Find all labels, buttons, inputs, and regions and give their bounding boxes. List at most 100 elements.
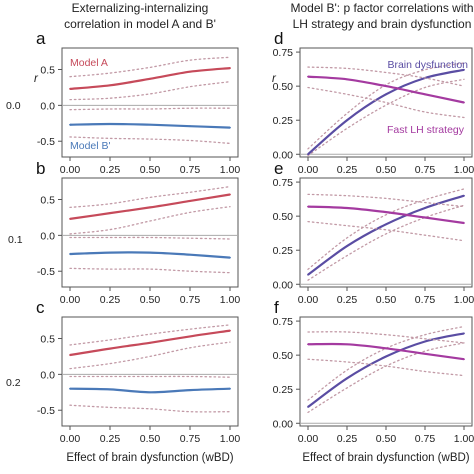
data-point: [385, 93, 387, 96]
data-point: [149, 206, 151, 209]
x-tick-label: 0.75: [415, 433, 436, 445]
data-point: [229, 126, 231, 129]
data-point: [69, 253, 71, 255]
data-point: [149, 251, 151, 254]
data-point: [229, 67, 231, 69]
ci-lower-line: [307, 86, 465, 119]
ci-lower-line: [69, 267, 231, 274]
data-point: [69, 87, 71, 90]
ci-upper-line: [69, 324, 231, 346]
y-tick-label: 0.25: [273, 245, 294, 257]
data-point: [463, 222, 465, 224]
ci-lower-line: [307, 78, 465, 157]
x-axis-label: Effect of brain dysfunction (wBD): [66, 452, 233, 464]
y-tick-label: -0.5: [37, 405, 55, 417]
x-tick-label: 0.25: [100, 294, 121, 306]
ci-upper-line: [307, 62, 465, 150]
x-tick-label: 0.25: [337, 164, 358, 176]
x-tick-label: 0.00: [60, 164, 81, 176]
data-point: [424, 216, 426, 219]
data-point: [463, 332, 465, 335]
y-axis-label: r: [34, 73, 39, 85]
panel-b: 0.5 0.0 -0.5 0.00 0.25 0.50 0.75 1.00 b: [36, 159, 240, 306]
data-point: [69, 217, 71, 220]
data-point: [69, 354, 71, 356]
data-point: [424, 207, 426, 209]
y-tick-label: 0.50: [273, 211, 294, 223]
data-point: [189, 389, 191, 392]
data-point: [463, 101, 465, 104]
x-tick-label: 1.00: [220, 294, 241, 306]
ci-lower-line: [307, 342, 465, 414]
data-point: [189, 70, 191, 73]
x-tick-label: 0.00: [60, 433, 81, 445]
series-label: Brain dysfunction: [387, 59, 468, 71]
y-tick-label: 0.5: [40, 195, 55, 207]
data-point: [149, 77, 151, 80]
x-tick-label: 1.00: [454, 433, 474, 445]
data-point: [424, 340, 426, 343]
data-point: [149, 341, 151, 344]
y-tick-label: 0.00: [273, 279, 294, 291]
data-point: [307, 153, 309, 156]
y-tick-label: 0.50: [273, 81, 294, 93]
data-point: [385, 85, 387, 88]
data-point: [109, 84, 111, 87]
ci-upper-line: [69, 107, 231, 111]
y-tick-label: 0.75: [273, 177, 294, 189]
ci-lower-line: [307, 220, 465, 242]
panel-e: 0.00 0.25 0.50 0.75 0.00 0.25 0.50 0.75 1.00 e: [273, 159, 474, 306]
x-tick-label: 0.25: [100, 433, 121, 445]
data-point: [346, 207, 348, 209]
ci-upper-line: [69, 375, 231, 378]
y-axis-label: r: [272, 73, 277, 85]
data-point: [109, 251, 111, 254]
panel-letter: a: [36, 29, 46, 48]
data-point: [189, 253, 191, 256]
left-title-line1: Externalizing-internalizing: [72, 1, 209, 15]
right-title-line2: LH strategy and brain dysfunction: [293, 17, 472, 31]
panels: 0.5 0.0 -0.5 0.00 0.25 0.50 0.75 1.00 r a Model A M…: [34, 29, 474, 464]
x-tick-label: 0.50: [376, 294, 397, 306]
y-tick-label: -0.5: [37, 266, 55, 278]
y-tick-label: 0.0: [40, 230, 55, 242]
data-point: [229, 387, 231, 390]
data-point: [463, 358, 465, 361]
data-point: [346, 377, 348, 380]
x-tick-label: 0.25: [337, 433, 358, 445]
data-point: [424, 352, 426, 355]
data-point: [346, 78, 348, 81]
data-point: [189, 125, 191, 128]
x-tick-label: 1.00: [220, 433, 241, 445]
x-tick-label: 1.00: [220, 164, 241, 176]
data-point: [69, 123, 71, 126]
x-tick-label: 0.00: [298, 433, 319, 445]
y-tick-label: 0.25: [273, 115, 294, 127]
y-tick-label: -0.5: [37, 136, 55, 148]
data-point: [109, 123, 111, 125]
x-tick-label: 0.50: [376, 164, 397, 176]
data-point: [189, 200, 191, 202]
x-tick-label: 0.00: [60, 294, 81, 306]
x-tick-label: 0.00: [298, 164, 319, 176]
data-point: [463, 68, 465, 71]
x-tick-label: 0.75: [180, 164, 201, 176]
x-tick-label: 0.50: [140, 164, 161, 176]
panel-f: 0.00 0.25 0.50 0.75 0.00 0.25 0.50 0.75 1.00 Effe…: [273, 298, 474, 464]
data-point: [385, 211, 387, 213]
ci-upper-line: [307, 193, 465, 208]
y-tick-label: 0.50: [273, 350, 294, 362]
x-tick-label: 0.00: [298, 294, 319, 306]
panel-a: 0.5 0.0 -0.5 0.00 0.25 0.50 0.75 1.00 r a Model A M…: [34, 29, 240, 176]
data-point: [307, 205, 309, 208]
x-tick-label: 0.75: [180, 433, 201, 445]
y-tick-label: 0.00: [273, 418, 294, 430]
series-label: Model B': [70, 140, 111, 152]
row-label-0: 0.0: [6, 100, 21, 112]
data-point: [189, 335, 191, 338]
data-point: [424, 93, 426, 96]
ci-upper-line: [69, 236, 231, 240]
ci-lower-line: [307, 358, 465, 377]
y-tick-label: 0.0: [40, 100, 55, 112]
